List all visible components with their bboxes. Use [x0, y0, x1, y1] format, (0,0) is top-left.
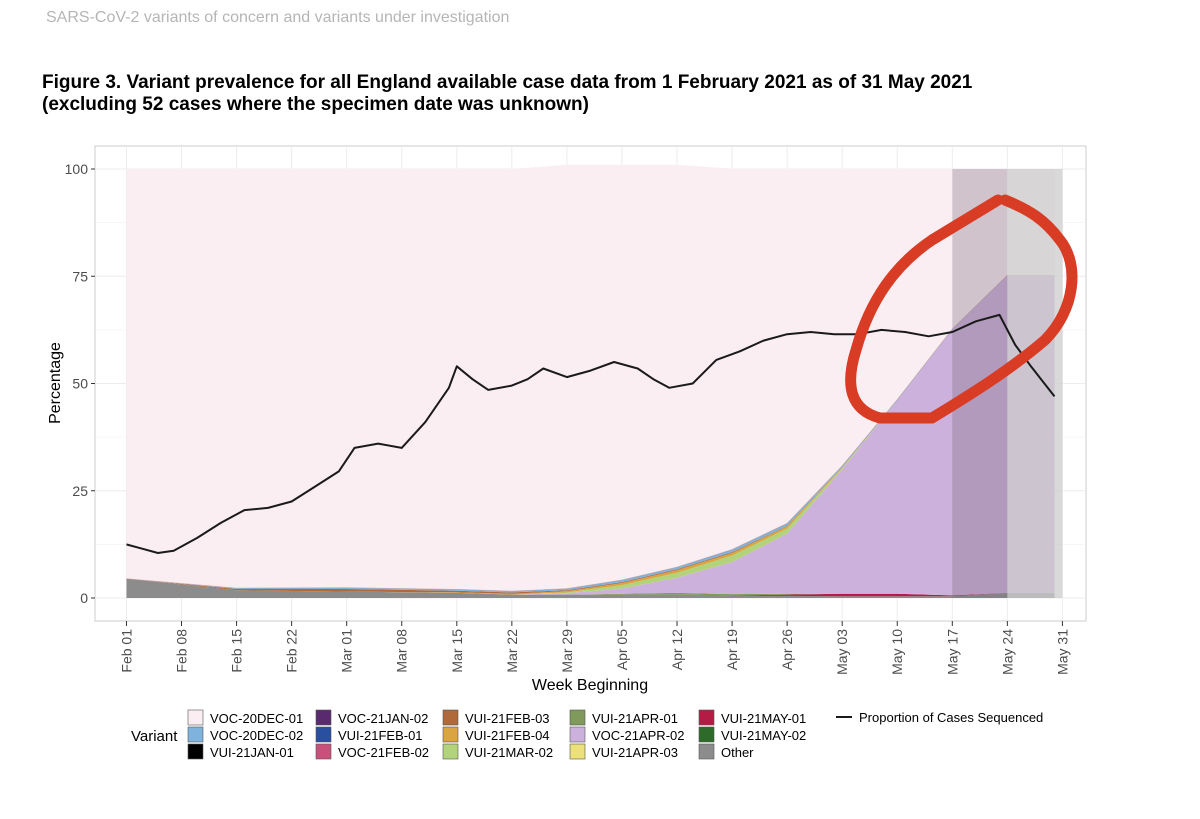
- x-tick-label: Mar 08: [394, 629, 410, 673]
- legend-key-vui-21mar-02: [442, 743, 459, 760]
- legend-label-voc-21jan-02: VOC-21JAN-02: [338, 711, 428, 726]
- figure-title-line-1: Figure 3. Variant prevalence for all Eng…: [42, 72, 973, 93]
- legend-key-other: [698, 743, 715, 760]
- x-axis-title: Week Beginning: [532, 677, 648, 694]
- legend-key-vui-21feb-04: [442, 726, 459, 743]
- legend-label-voc-20dec-01: VOC-20DEC-01: [210, 711, 303, 726]
- shade-layer: [952, 169, 1063, 598]
- legend-key-vui-21apr-03: [569, 743, 586, 760]
- legend-key-voc-21apr-02: [569, 726, 586, 743]
- area-vui-21feb-04: [126, 275, 1055, 595]
- legend-key-voc-21jan-02: [315, 709, 332, 726]
- area-voc-21apr-02: [126, 275, 1055, 596]
- area-other: [126, 578, 1055, 598]
- legend-label-voc-21apr-02: VOC-21APR-02: [592, 728, 684, 743]
- x-tick-label: Apr 26: [779, 629, 795, 670]
- report-header: SARS-CoV-2 variants of concern and varia…: [46, 9, 510, 26]
- legend-label-vui-21mar-02: VUI-21MAR-02: [465, 745, 553, 760]
- x-tick-label: Feb 15: [229, 629, 245, 673]
- x-tick-label: Mar 01: [339, 629, 355, 673]
- legend-label-vui-21feb-03: VUI-21FEB-03: [465, 711, 550, 726]
- x-tick-label: May 10: [889, 629, 905, 675]
- x-tick-label: May 24: [999, 629, 1015, 675]
- legend-label-vui-21may-02: VUI-21MAY-02: [721, 728, 806, 743]
- area-voc-20dec-01: [126, 164, 1055, 592]
- legend-key-voc-20dec-01: [187, 709, 204, 726]
- line-layer: [126, 313, 1056, 554]
- x-tick-label: May 31: [1054, 629, 1070, 675]
- y-axis-title: Percentage: [47, 342, 64, 424]
- shaded-period-2: [1007, 169, 1063, 598]
- y-tick-label: 25: [72, 483, 88, 499]
- legend-key-vui-21feb-03: [442, 709, 459, 726]
- y-tick-label: 75: [72, 268, 88, 284]
- figure-title-line-2: (excluding 52 cases where the specimen d…: [42, 94, 589, 115]
- y-tick-label: 100: [65, 161, 89, 177]
- x-tick-label: May 03: [834, 629, 850, 675]
- axis-layer: 0 25 50 75 100 Feb 01 Feb 08 Feb 15 Feb 22 Mar 01…: [65, 161, 1071, 675]
- area-layer: [126, 164, 1055, 598]
- x-tick-label: Apr 12: [669, 629, 685, 670]
- legend-label-voc-20dec-02: VOC-20DEC-02: [210, 728, 303, 743]
- x-tick-label: Mar 22: [504, 629, 520, 673]
- legend-title: Variant: [131, 728, 178, 745]
- legend: Variant VOC-20DEC-01 VOC-20DEC-02 VUI-21JA…: [131, 709, 1043, 760]
- x-tick-label: Mar 29: [559, 629, 575, 673]
- legend-key-vui-21may-01: [698, 709, 715, 726]
- red-circle-annotation: [845, 194, 1078, 424]
- legend-label-proportion-line: Proportion of Cases Sequenced: [859, 710, 1043, 725]
- x-tick-label: Apr 05: [614, 629, 630, 670]
- legend-label-vui-21jan-01: VUI-21JAN-01: [210, 745, 294, 760]
- proportion-sequenced-line: [126, 313, 1056, 554]
- figure-title: Figure 3. Variant prevalence for all Eng…: [42, 72, 1162, 116]
- x-tick-label: Apr 19: [724, 629, 740, 670]
- legend-key-vui-21feb-01: [315, 726, 332, 743]
- x-tick-label: Mar 15: [449, 629, 465, 673]
- legend-key-vui-21may-02: [698, 726, 715, 743]
- y-tick-label: 50: [72, 376, 88, 392]
- legend-label-vui-21feb-01: VUI-21FEB-01: [338, 728, 423, 743]
- legend-key-voc-20dec-02: [187, 726, 204, 743]
- legend-label-vui-21may-01: VUI-21MAY-01: [721, 711, 806, 726]
- y-tick-label: 0: [80, 590, 88, 606]
- x-tick-label: May 17: [944, 629, 960, 675]
- legend-key-voc-21feb-02: [315, 743, 332, 760]
- legend-key-vui-21apr-01: [569, 709, 586, 726]
- legend-label-other: Other: [721, 745, 754, 760]
- stack-top-edge: [126, 275, 1055, 592]
- legend-label-vui-21feb-04: VUI-21FEB-04: [465, 728, 550, 743]
- legend-label-voc-21feb-02: VOC-21FEB-02: [338, 745, 429, 760]
- legend-key-vui-21jan-01: [187, 743, 204, 760]
- legend-label-vui-21apr-01: VUI-21APR-01: [592, 711, 678, 726]
- x-tick-label: Feb 01: [118, 629, 134, 673]
- legend-label-vui-21apr-03: VUI-21APR-03: [592, 745, 678, 760]
- x-tick-label: Feb 22: [284, 629, 300, 673]
- x-tick-label: Feb 08: [174, 629, 190, 673]
